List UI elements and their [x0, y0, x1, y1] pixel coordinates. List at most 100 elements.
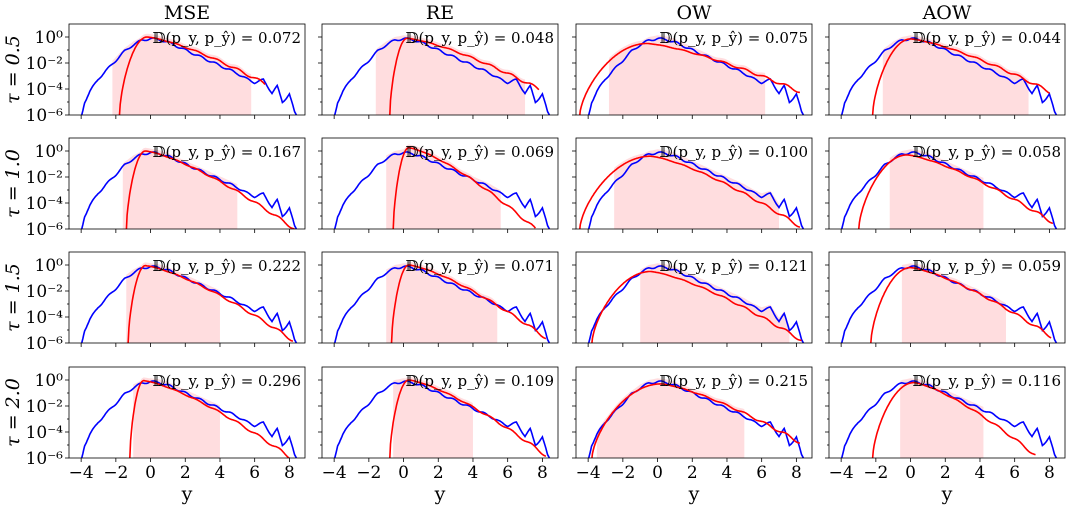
uncertainty-band [900, 378, 984, 458]
column-title: OW [676, 2, 712, 24]
metric-annotation: 𝔻(p_y, p_ŷ) = 0.059 [913, 257, 1061, 275]
predicted-density-line [389, 379, 547, 458]
axes-frame [321, 251, 559, 344]
axes-frame [68, 366, 306, 459]
metric-annotation: 𝔻(p_y, p_ŷ) = 0.058 [913, 143, 1061, 161]
x-tick-label: 2 [433, 463, 444, 483]
axes-frame [828, 23, 1066, 116]
axes-frame [68, 23, 306, 116]
x-tick-label: 6 [756, 463, 767, 483]
row-label: τ = 0.5 [2, 35, 24, 104]
x-tick-label: 2 [180, 463, 191, 483]
metric-annotation: 𝔻(p_y, p_ŷ) = 0.121 [660, 257, 808, 275]
predicted-density-line [870, 266, 1052, 343]
predicted-density-line [857, 154, 1054, 229]
subplot: 𝔻(p_y, p_ŷ) = 0.075 [572, 23, 813, 119]
true-density-line [80, 37, 298, 115]
true-density-line [587, 380, 805, 458]
x-tick-label: 8 [1044, 463, 1055, 483]
uncertainty-band [608, 35, 766, 115]
true-density-line [333, 380, 551, 458]
x-tick-label: 4 [975, 463, 986, 483]
row-label: τ = 2.0 [2, 378, 24, 447]
subplot: 𝔻(p_y, p_ŷ) = 0.121 [572, 251, 813, 347]
y-tick-label: 10⁻⁴ [26, 423, 64, 443]
x-tick-label: 4 [722, 463, 733, 483]
metric-annotation: 𝔻(p_y, p_ŷ) = 0.044 [913, 29, 1061, 47]
y-tick-label: 10⁰ [35, 371, 64, 391]
uncertainty-band [614, 149, 780, 229]
y-tick-label: 10⁻⁴ [26, 308, 64, 328]
metric-annotation: 𝔻(p_y, p_ŷ) = 0.069 [406, 143, 554, 161]
uncertainty-band [122, 147, 238, 229]
uncertainty-band [386, 144, 501, 229]
x-tick-label: 0 [398, 463, 409, 483]
subplot: 𝔻(p_y, p_ŷ) = 0.100 [572, 137, 813, 233]
y-tick-label: 10⁻² [26, 54, 63, 74]
subplot: −4 −2 0 2 4 6 8 𝔻(p_y, p_ŷ) = 0.215 [572, 366, 813, 483]
x-tick-label: −4 [322, 463, 347, 483]
column-title: MSE [164, 2, 210, 24]
y-tick-label: 10⁻⁶ [26, 220, 64, 240]
column-title: RE [426, 2, 454, 24]
true-density-line [840, 380, 1058, 458]
y-tick-label: 10⁰ [35, 28, 64, 48]
predicted-density-line [871, 381, 1036, 458]
subplot: −4 −2 0 2 4 6 8 𝔻(p_y, p_ŷ) = 0.116 [825, 366, 1066, 483]
metric-annotation: 𝔻(p_y, p_ŷ) = 0.072 [153, 29, 301, 47]
axes-frame [575, 366, 813, 459]
uncertainty-band [126, 262, 220, 343]
y-tick-label: 10⁻² [26, 397, 63, 417]
x-tick-label: −2 [356, 463, 381, 483]
predicted-density-line [129, 379, 291, 458]
x-tick-label: 2 [940, 463, 951, 483]
y-tick-label: 10⁻⁴ [26, 80, 64, 100]
true-density-line [587, 265, 805, 343]
true-density-line [333, 37, 551, 115]
x-axis-label: y [434, 483, 446, 505]
metric-annotation: 𝔻(p_y, p_ŷ) = 0.048 [406, 29, 554, 47]
metric-annotation: 𝔻(p_y, p_ŷ) = 0.071 [406, 257, 554, 275]
axes-frame [321, 23, 559, 116]
x-tick-label: 8 [537, 463, 548, 483]
x-tick-label: 6 [249, 463, 260, 483]
subplot: 𝔻(p_y, p_ŷ) = 0.048 [318, 23, 559, 119]
true-density-line [80, 380, 298, 458]
y-tick-label: 10⁻⁴ [26, 194, 64, 214]
x-tick-label: 8 [284, 463, 295, 483]
predicted-density-line [871, 38, 1050, 115]
uncertainty-band [901, 263, 1006, 343]
axes-frame [575, 23, 813, 116]
x-tick-label: 8 [791, 463, 802, 483]
y-tick-label: 10⁻⁶ [26, 449, 64, 469]
x-axis-label: y [688, 483, 700, 505]
x-tick-label: 6 [1009, 463, 1020, 483]
true-density-line [840, 151, 1058, 229]
axes-frame [828, 366, 1066, 459]
subplot: 𝔻(p_y, p_ŷ) = 0.059 [825, 251, 1066, 347]
row-label: τ = 1.0 [2, 149, 24, 218]
predicted-density-line [389, 37, 540, 115]
subplot: 10⁰ 10⁻² 10⁻⁴ 10⁻⁶ 𝔻(p_y, p_ŷ) = 0.072 [26, 23, 306, 126]
subplot: 𝔻(p_y, p_ŷ) = 0.058 [825, 137, 1066, 233]
x-tick-label: 0 [652, 463, 663, 483]
axes-frame [68, 137, 306, 230]
uncertainty-band [640, 263, 790, 343]
row-label: τ = 1.5 [2, 263, 24, 332]
axes-frame [321, 137, 559, 230]
x-tick-label: 6 [502, 463, 513, 483]
subplot: 𝔻(p_y, p_ŷ) = 0.044 [825, 23, 1066, 119]
uncertainty-band [112, 33, 252, 115]
y-tick-label: 10⁰ [35, 256, 64, 276]
metric-annotation: 𝔻(p_y, p_ŷ) = 0.296 [153, 372, 301, 390]
x-tick-label: −4 [829, 463, 854, 483]
y-tick-label: 10⁻⁶ [26, 334, 64, 354]
x-tick-label: −2 [863, 463, 888, 483]
axes-frame [828, 137, 1066, 230]
predicted-density-line [390, 264, 547, 343]
uncertainty-band [386, 261, 498, 343]
predicted-density-line [591, 383, 801, 458]
x-tick-label: −4 [576, 463, 601, 483]
subplot: 10⁰ 10⁻² 10⁻⁴ 10⁻⁶ 𝔻(p_y, p_ŷ) = 0.167 [26, 137, 306, 240]
predicted-density-line [127, 264, 294, 343]
